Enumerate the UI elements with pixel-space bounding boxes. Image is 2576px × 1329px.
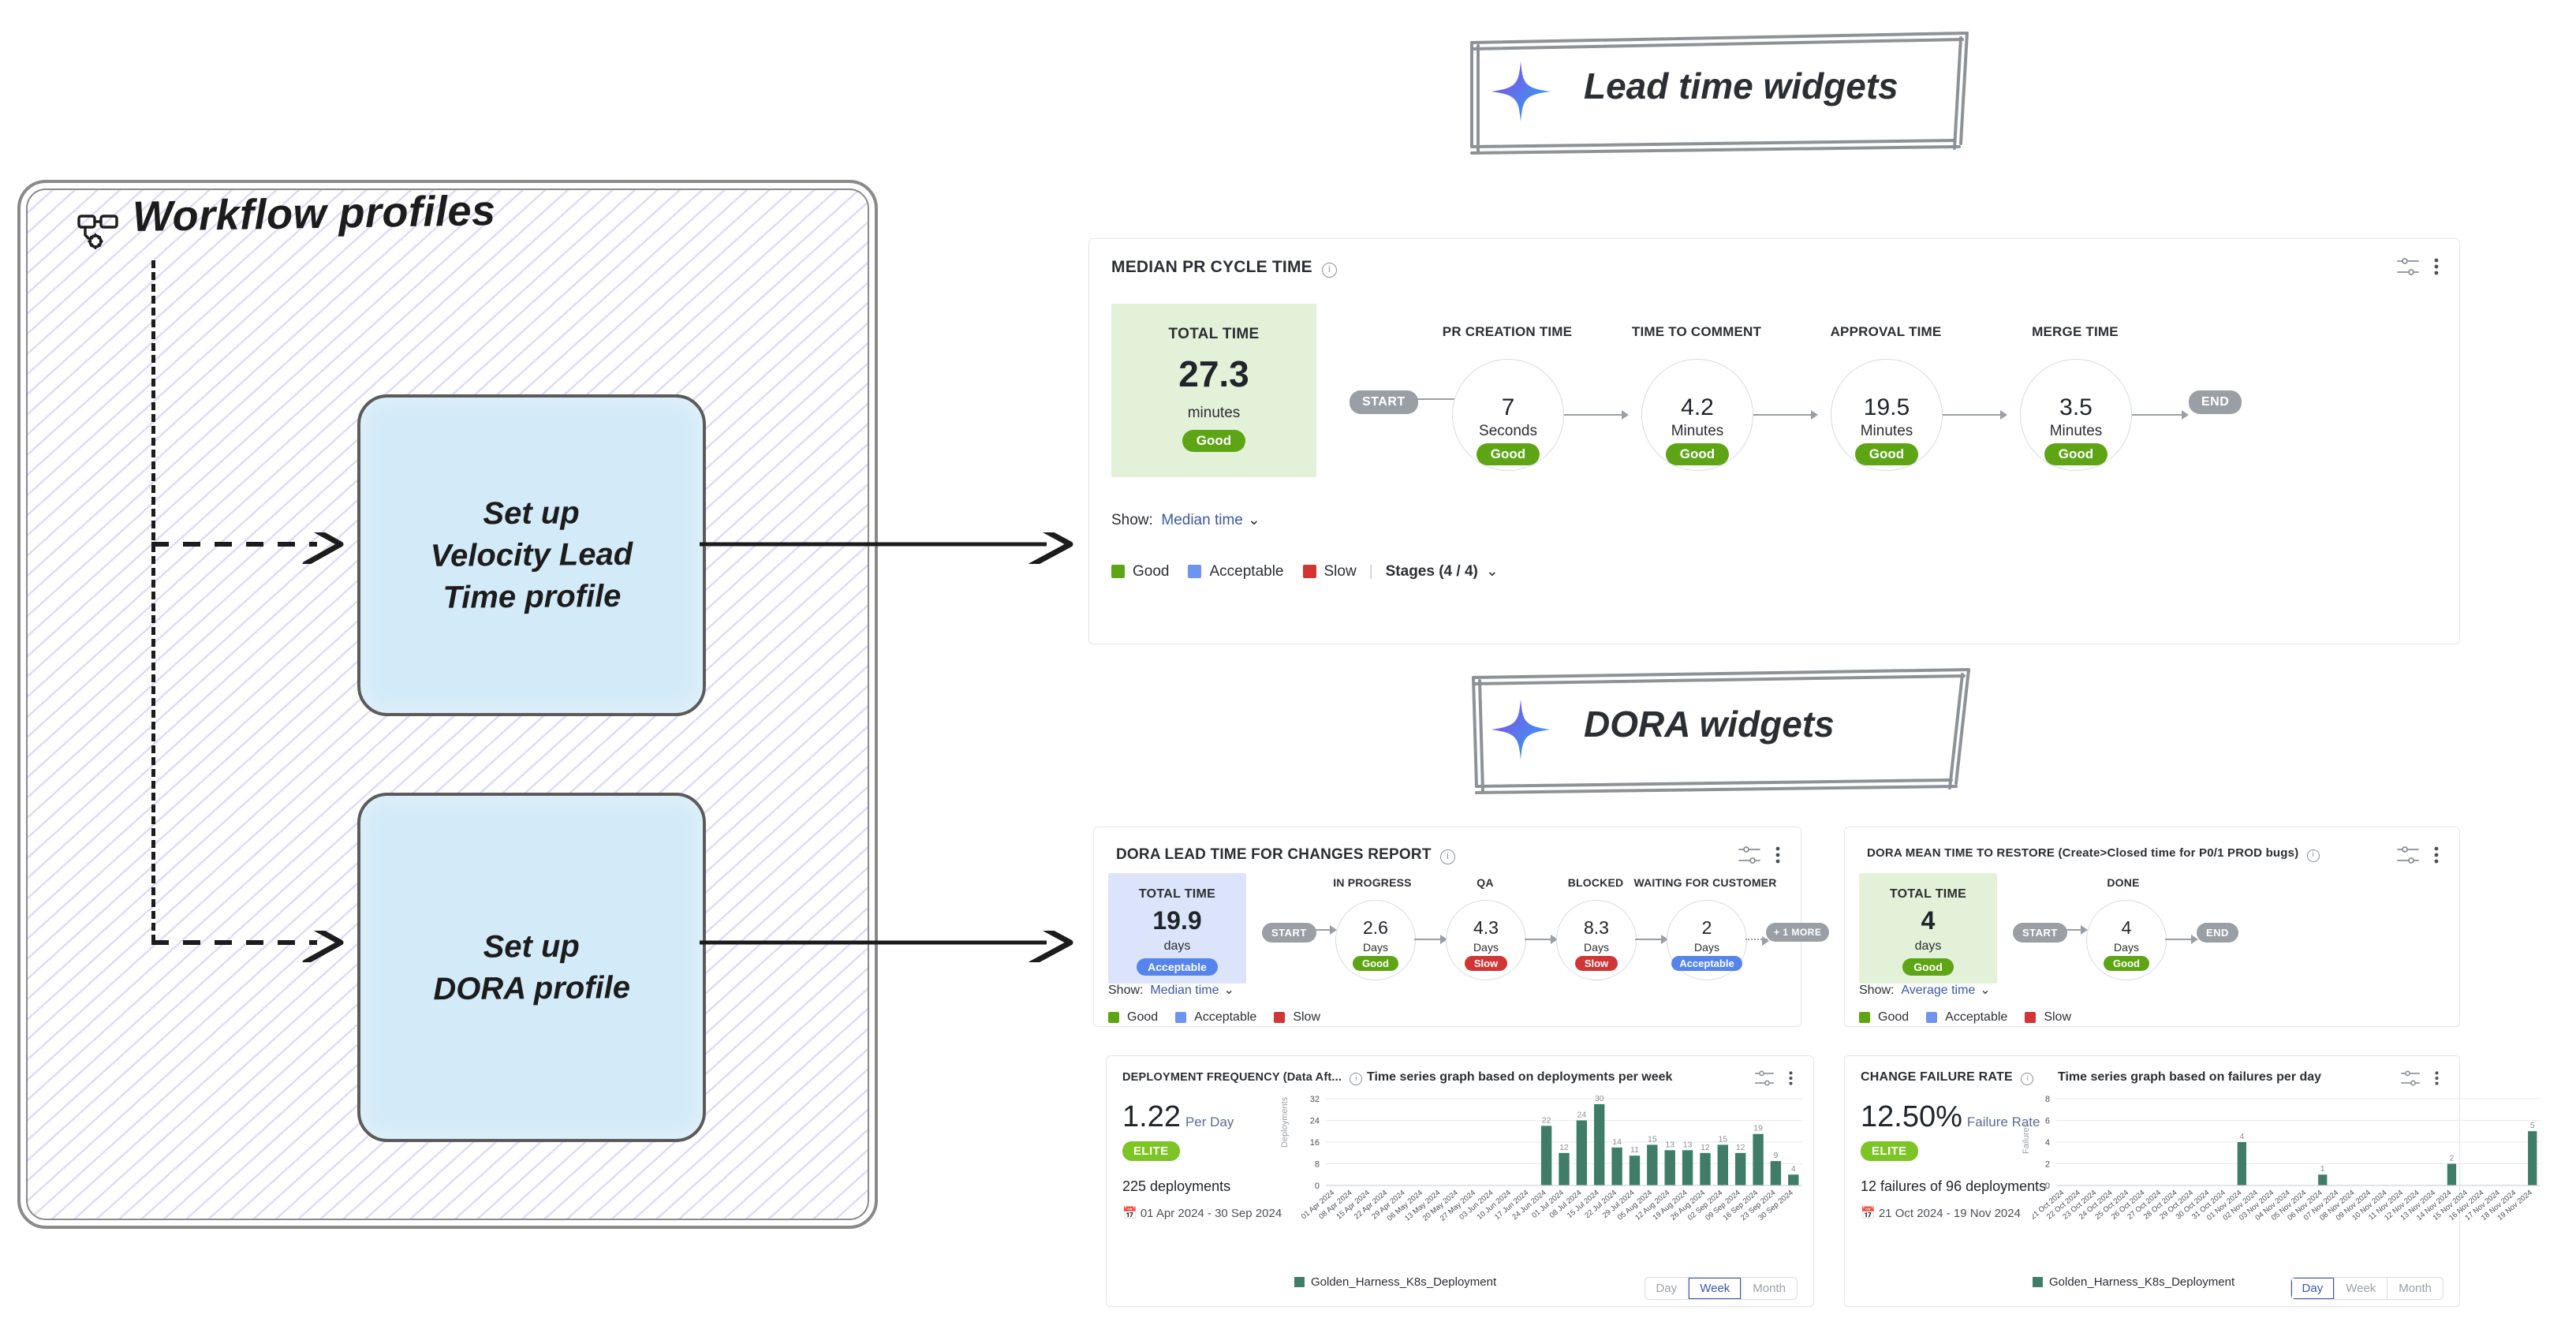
- svg-text:12: 12: [1701, 1143, 1710, 1152]
- svg-text:12: 12: [1559, 1143, 1569, 1152]
- svg-text:13: 13: [1665, 1140, 1674, 1149]
- svg-text:6: 6: [2045, 1117, 2050, 1126]
- svg-text:11: 11: [1630, 1145, 1639, 1155]
- svg-text:0: 0: [2045, 1182, 2050, 1191]
- svg-text:4: 4: [2045, 1138, 2050, 1148]
- svg-text:16: 16: [1310, 1138, 1320, 1148]
- svg-text:32: 32: [1310, 1095, 1320, 1104]
- svg-text:4: 4: [1791, 1164, 1796, 1174]
- svg-text:24: 24: [1577, 1111, 1587, 1120]
- svg-text:8: 8: [2045, 1095, 2050, 1104]
- svg-text:0: 0: [1315, 1182, 1320, 1191]
- svg-text:9: 9: [1773, 1151, 1778, 1160]
- svg-text:2: 2: [2045, 1160, 2050, 1170]
- svg-text:12: 12: [1736, 1143, 1745, 1152]
- svg-text:14: 14: [1612, 1137, 1622, 1147]
- svg-text:22: 22: [1542, 1115, 1551, 1125]
- svg-text:13: 13: [1683, 1140, 1693, 1149]
- svg-text:2: 2: [2449, 1154, 2454, 1163]
- svg-text:30: 30: [1595, 1094, 1604, 1103]
- svg-text:8: 8: [1315, 1160, 1320, 1170]
- svg-text:4: 4: [2239, 1132, 2244, 1141]
- svg-text:1: 1: [2320, 1164, 2325, 1174]
- svg-text:5: 5: [2530, 1121, 2535, 1130]
- svg-text:19: 19: [1753, 1124, 1763, 1133]
- svg-text:15: 15: [1718, 1134, 1727, 1144]
- svg-text:15: 15: [1648, 1134, 1657, 1144]
- svg-text:24: 24: [1310, 1117, 1320, 1126]
